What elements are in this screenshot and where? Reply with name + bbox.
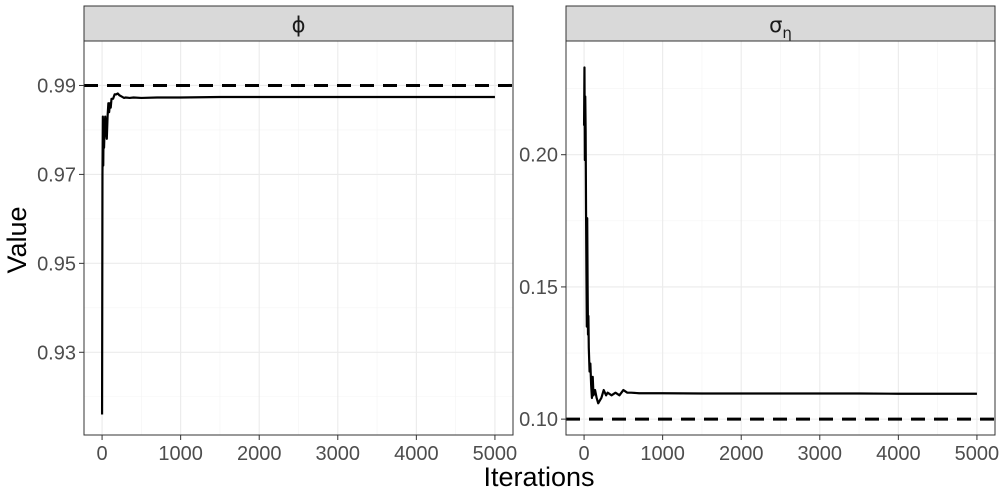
y-tick-label: 0.99 [37,75,76,97]
series-line-1 [582,66,977,405]
x-tick-label: 4000 [876,443,921,465]
y-axis-title: Value [2,206,32,273]
x-tick-label: 3000 [798,443,843,465]
x-axis-title: Iterations [483,462,594,492]
x-tick-label: 0 [97,443,108,465]
x-tick-label: 1000 [158,443,203,465]
x-tick-label: 0 [579,443,590,465]
x-tick-label: 1000 [640,443,685,465]
x-tick-label: 2000 [237,443,282,465]
y-tick-label: 0.10 [519,409,558,431]
facet-symbol: ϕ [292,13,306,37]
facet-symbol: σ [769,13,782,37]
y-tick-label: 0.20 [519,145,558,167]
facet-panel-1: ϕ 0 1000 2000 3000 4000 5000 0.93 0.95 0.97 0.99 [37,5,518,465]
facet-panel-2: ση 0 1000 2000 3000 4000 5000 0.10 0.15 0.20 [519,5,1000,465]
y-tick-label: 0.95 [37,253,76,275]
x-tick-label: 5000 [473,443,518,465]
facet-strip-label: ση [769,13,792,42]
y-tick-label: 0.15 [519,277,558,299]
y-tick-label: 0.93 [37,342,76,364]
x-tick-label: 3000 [316,443,361,465]
x-tick-label: 2000 [719,443,764,465]
facet-subscript: η [782,24,792,42]
x-tick-label: 4000 [394,443,439,465]
series-line-1 [100,92,495,415]
panel-border [565,40,996,436]
facet-strip [565,5,996,42]
facet-panels: ϕ 0 1000 2000 3000 4000 5000 0.93 0.95 0.97 0.99 ση… [37,5,1000,465]
facet-strip-label: ϕ [292,13,306,37]
y-tick-label: 0.97 [37,164,76,186]
panel-border [83,40,514,436]
facet-strip [83,5,514,42]
x-tick-label: 5000 [955,443,1000,465]
